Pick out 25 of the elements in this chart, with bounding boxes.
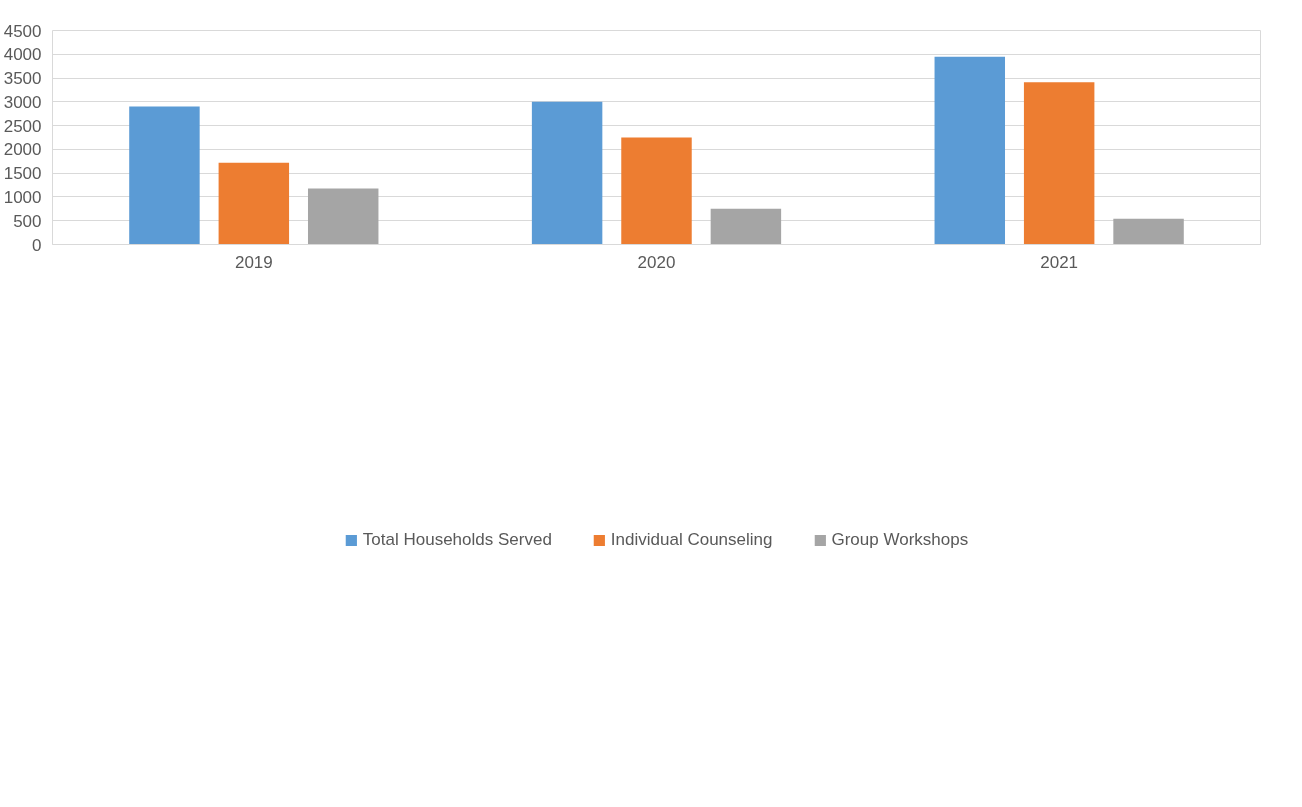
- bar: [129, 106, 200, 245]
- bar: [621, 137, 692, 245]
- x-tick-label: 2020: [637, 252, 676, 272]
- y-tick-label: 3000: [3, 92, 42, 112]
- x-tick-label: 2019: [234, 252, 273, 272]
- bar: [710, 208, 782, 245]
- bar: [218, 162, 290, 245]
- bar: [531, 101, 603, 245]
- y-tick-label: 500: [13, 211, 42, 231]
- bar: [934, 56, 1006, 245]
- bar: [307, 188, 379, 245]
- y-tick-label: 4500: [3, 21, 42, 41]
- y-tick-label: 0: [32, 235, 42, 255]
- y-tick-label: 4000: [3, 45, 42, 65]
- legend-label: Group Workshops: [831, 530, 969, 550]
- x-tick-label: 2021: [1040, 252, 1079, 272]
- legend-label: Individual Counseling: [610, 530, 773, 550]
- y-tick-label: 2500: [3, 116, 42, 136]
- y-tick-label: 1000: [3, 187, 42, 207]
- legend-label: Total Households Served: [362, 530, 552, 550]
- bar: [1113, 218, 1184, 245]
- bar: [1023, 82, 1095, 245]
- y-tick-label: 3500: [3, 69, 42, 89]
- y-tick-label: 1500: [3, 164, 42, 184]
- y-tick-label: 2000: [3, 140, 42, 160]
